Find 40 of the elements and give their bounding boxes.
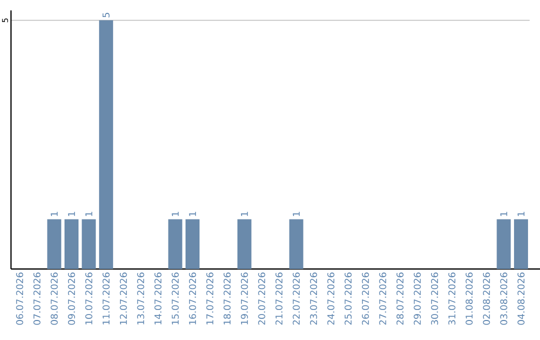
x-tick-label: 16.07.2026 bbox=[189, 272, 196, 324]
x-tick-label: 22.07.2026 bbox=[292, 272, 300, 325]
x-tick-label: 10.07.2026 bbox=[85, 272, 92, 324]
x-tick-label: 09.07.2026 bbox=[68, 272, 76, 325]
x-tick-label: 08.07.2026 bbox=[50, 272, 58, 325]
x-tick-label: 23.07.2026 bbox=[310, 272, 318, 325]
x-tick-label: 14.07.2026 bbox=[154, 272, 162, 324]
x-tick-label: 11.07.2026 bbox=[102, 272, 110, 324]
x-tick-label: 01.08.2026 bbox=[466, 272, 473, 325]
x-tick-label: 13.07.2026 bbox=[137, 272, 144, 324]
data-label: 1 bbox=[68, 212, 75, 216]
data-label: 1 bbox=[85, 212, 92, 216]
x-tick-label: 21.07.2026 bbox=[275, 272, 282, 325]
data-label: 1 bbox=[241, 212, 248, 216]
x-tick-label: 02.08.2026 bbox=[482, 272, 490, 325]
x-tick-label: 20.07.2026 bbox=[258, 272, 266, 325]
x-tick-label: 26.07.2026 bbox=[362, 272, 369, 325]
x-tick-label: 19.07.2026 bbox=[240, 272, 248, 324]
data-label: 1 bbox=[50, 212, 58, 216]
x-tick-label: 06.07.2026 bbox=[16, 272, 24, 325]
x-tick-label: 12.07.2026 bbox=[120, 272, 127, 324]
x-tick-label: 27.07.2026 bbox=[379, 272, 386, 325]
x-tick-label: 25.07.2026 bbox=[344, 272, 352, 325]
x-tick-label: 18.07.2026 bbox=[224, 272, 231, 324]
data-label: 5 bbox=[102, 12, 110, 18]
data-label: 1 bbox=[518, 212, 524, 216]
data-label: 1 bbox=[292, 212, 300, 216]
x-tick-label: 31.07.2026 bbox=[448, 272, 456, 325]
x-tick-label: 30.07.2026 bbox=[431, 272, 438, 325]
x-tick-label: 07.07.2026 bbox=[33, 272, 40, 325]
x-tick-label: 03.08.2026 bbox=[500, 272, 508, 325]
data-label: 1 bbox=[500, 212, 508, 216]
x-tick-label: 04.08.2026 bbox=[518, 272, 525, 325]
data-label: 1 bbox=[172, 212, 179, 216]
x-tick-label: 15.07.2026 bbox=[172, 272, 179, 324]
x-tick-label: 24.07.2026 bbox=[327, 272, 334, 325]
x-tick-label: 29.07.2026 bbox=[414, 272, 421, 325]
x-tick-label: 17.07.2026 bbox=[206, 272, 214, 324]
data-label: 1 bbox=[189, 212, 196, 216]
x-tick-label: 28.07.2026 bbox=[396, 272, 404, 325]
